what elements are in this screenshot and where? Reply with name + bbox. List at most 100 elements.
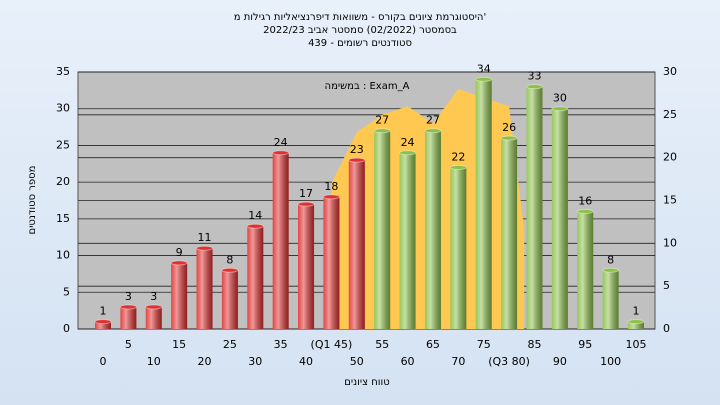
bar-top — [196, 245, 214, 251]
y2-tick-label: 5 — [663, 279, 670, 292]
bar-top — [297, 201, 315, 207]
y-tick-label: 35 — [56, 65, 70, 78]
data-label: 30 — [553, 92, 567, 105]
x-axis-label: טווח ציונים — [344, 377, 389, 388]
bar-top — [475, 76, 493, 82]
bar-shade — [272, 152, 289, 329]
chart-title: היסטוגרמת ציונים בקורס - משוואות דיפרנצי… — [234, 12, 486, 23]
bar-shade — [145, 306, 162, 329]
bar-shade — [450, 167, 467, 329]
data-label: 27 — [426, 114, 440, 127]
x-tick-label: 90 — [553, 355, 567, 368]
bar-shade — [551, 108, 568, 329]
bar-top — [119, 304, 137, 310]
data-label: 18 — [324, 180, 338, 193]
bar-top — [602, 267, 620, 273]
bar-shade — [399, 152, 416, 329]
x-tick-label: 50 — [350, 355, 364, 368]
data-label: 9 — [176, 246, 183, 259]
data-label: 34 — [477, 62, 491, 75]
data-label: 8 — [607, 253, 614, 266]
bar-top — [322, 194, 340, 200]
bar-top — [373, 128, 391, 134]
x-tick-label: (Q1 45) — [311, 338, 353, 351]
bar-shade — [196, 248, 213, 329]
y-tick-label: 25 — [56, 138, 70, 151]
bar-top — [221, 267, 239, 273]
x-tick-label: 70 — [451, 355, 465, 368]
y2-tick-label: 15 — [663, 194, 677, 207]
bar-shade — [628, 321, 644, 329]
data-label: 26 — [502, 121, 516, 134]
x-tick-label: 20 — [198, 355, 212, 368]
x-tick-label: 25 — [223, 338, 237, 351]
annotation: במשימה : Exam_A — [325, 81, 410, 92]
bar-shade — [221, 270, 238, 329]
data-label: 3 — [125, 290, 132, 303]
bar-shade — [323, 196, 340, 329]
y-tick-label: 20 — [56, 175, 70, 188]
y-tick-label: 30 — [56, 102, 70, 115]
bar-shade — [424, 130, 441, 329]
bar-top — [94, 319, 112, 325]
chart-subtitle: בסמסטר (02/2022) סמסטר אביב 2022/23 — [263, 25, 457, 36]
x-tick-label: 15 — [172, 338, 186, 351]
bar-top — [500, 135, 518, 141]
data-label: 14 — [248, 209, 262, 222]
x-tick-label: 0 — [100, 355, 107, 368]
bar-shade — [171, 262, 188, 329]
data-label: 16 — [578, 195, 592, 208]
bar-shade — [602, 270, 619, 329]
bar-shade — [247, 226, 264, 329]
x-tick-label: 75 — [477, 338, 491, 351]
bar-top — [525, 84, 543, 90]
y-tick-label: 5 — [63, 285, 70, 298]
x-tick-label: 100 — [600, 355, 621, 368]
x-tick-label: 5 — [125, 338, 132, 351]
bar-shade — [475, 79, 492, 329]
x-tick-label: 65 — [426, 338, 440, 351]
y2-tick-label: 20 — [663, 151, 677, 164]
y-tick-label: 0 — [63, 322, 70, 335]
y2-tick-label: 10 — [663, 236, 677, 249]
bar-shade — [526, 86, 543, 329]
bar-top — [246, 223, 264, 229]
data-label: 17 — [299, 187, 313, 200]
data-label: 22 — [451, 150, 465, 163]
bar-top — [399, 150, 417, 156]
x-tick-label: 95 — [578, 338, 592, 351]
bar-shade — [577, 211, 594, 329]
y-axis-label: מספר סטודנטים — [27, 166, 38, 235]
data-label: 8 — [226, 253, 233, 266]
y2-tick-label: 0 — [663, 322, 670, 335]
bar-top — [348, 157, 366, 163]
x-tick-label: 35 — [274, 338, 288, 351]
data-label: 33 — [527, 70, 541, 83]
bar-top — [145, 304, 163, 310]
data-label: 23 — [350, 143, 364, 156]
bar-top — [551, 106, 569, 112]
data-label: 1 — [100, 305, 107, 318]
bar-shade — [120, 306, 137, 329]
data-label: 11 — [198, 231, 212, 244]
y2-tick-label: 25 — [663, 108, 677, 121]
bar-shade — [298, 204, 315, 329]
bar-top — [449, 164, 467, 170]
bar-top — [627, 319, 645, 325]
y-tick-label: 15 — [56, 212, 70, 225]
data-label: 24 — [401, 136, 415, 149]
x-tick-label: 60 — [401, 355, 415, 368]
x-tick-label: 55 — [375, 338, 389, 351]
chart-subtitle: סטודנטים רשומים - 439 — [308, 38, 412, 49]
x-tick-label: 85 — [527, 338, 541, 351]
data-label: 1 — [633, 305, 640, 318]
bar-shade — [374, 130, 391, 329]
y2-tick-label: 30 — [663, 65, 677, 78]
x-tick-label: 105 — [626, 338, 647, 351]
x-tick-label: 30 — [248, 355, 262, 368]
data-label: 24 — [274, 136, 288, 149]
bar-shade — [95, 321, 111, 329]
x-tick-label: 40 — [299, 355, 313, 368]
x-tick-label: 10 — [147, 355, 161, 368]
